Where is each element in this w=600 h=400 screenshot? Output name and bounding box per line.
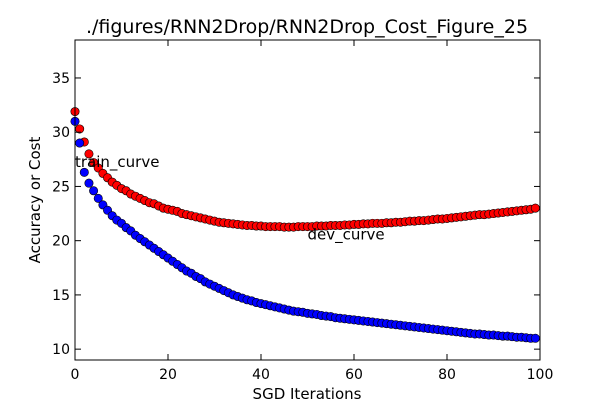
series-1 xyxy=(70,116,540,343)
y-tick-label: 20 xyxy=(52,234,70,250)
data-point xyxy=(89,186,99,196)
y-tick-label: 35 xyxy=(52,71,70,87)
y-tick-label: 15 xyxy=(52,288,70,304)
chart-title: ./figures/RNN2Drop/RNN2Drop_Cost_Figure_… xyxy=(86,16,528,38)
x-tick-label: 20 xyxy=(159,367,177,383)
x-axis-label: SGD Iterations xyxy=(253,385,362,400)
y-tick-label: 30 xyxy=(52,125,70,141)
x-tick-label: 40 xyxy=(252,367,270,383)
annotation-label: train_curve xyxy=(75,153,159,172)
x-tick-label: 100 xyxy=(527,367,554,383)
data-point xyxy=(75,138,85,148)
data-point xyxy=(530,333,540,343)
y-axis-label: Accuracy or Cost xyxy=(26,137,44,264)
y-tick-label: 25 xyxy=(52,179,70,195)
plot-frame xyxy=(74,39,541,361)
data-point xyxy=(79,167,89,177)
series-layer xyxy=(70,107,540,343)
series-0 xyxy=(70,107,540,232)
annotation-layer: train_curve dev_curve xyxy=(75,153,385,245)
x-tick-label: 80 xyxy=(438,367,456,383)
data-point xyxy=(93,193,103,203)
data-point xyxy=(84,149,94,159)
annotation-label: dev_curve xyxy=(308,226,385,245)
tick-layer: 0 20 40 60 80 100 10 15 20 25 30 35 xyxy=(52,40,553,383)
y-tick-label: 10 xyxy=(52,342,70,358)
data-point xyxy=(84,178,94,188)
x-tick-label: 0 xyxy=(71,367,80,383)
data-point xyxy=(530,203,540,213)
x-tick-label: 60 xyxy=(345,367,363,383)
